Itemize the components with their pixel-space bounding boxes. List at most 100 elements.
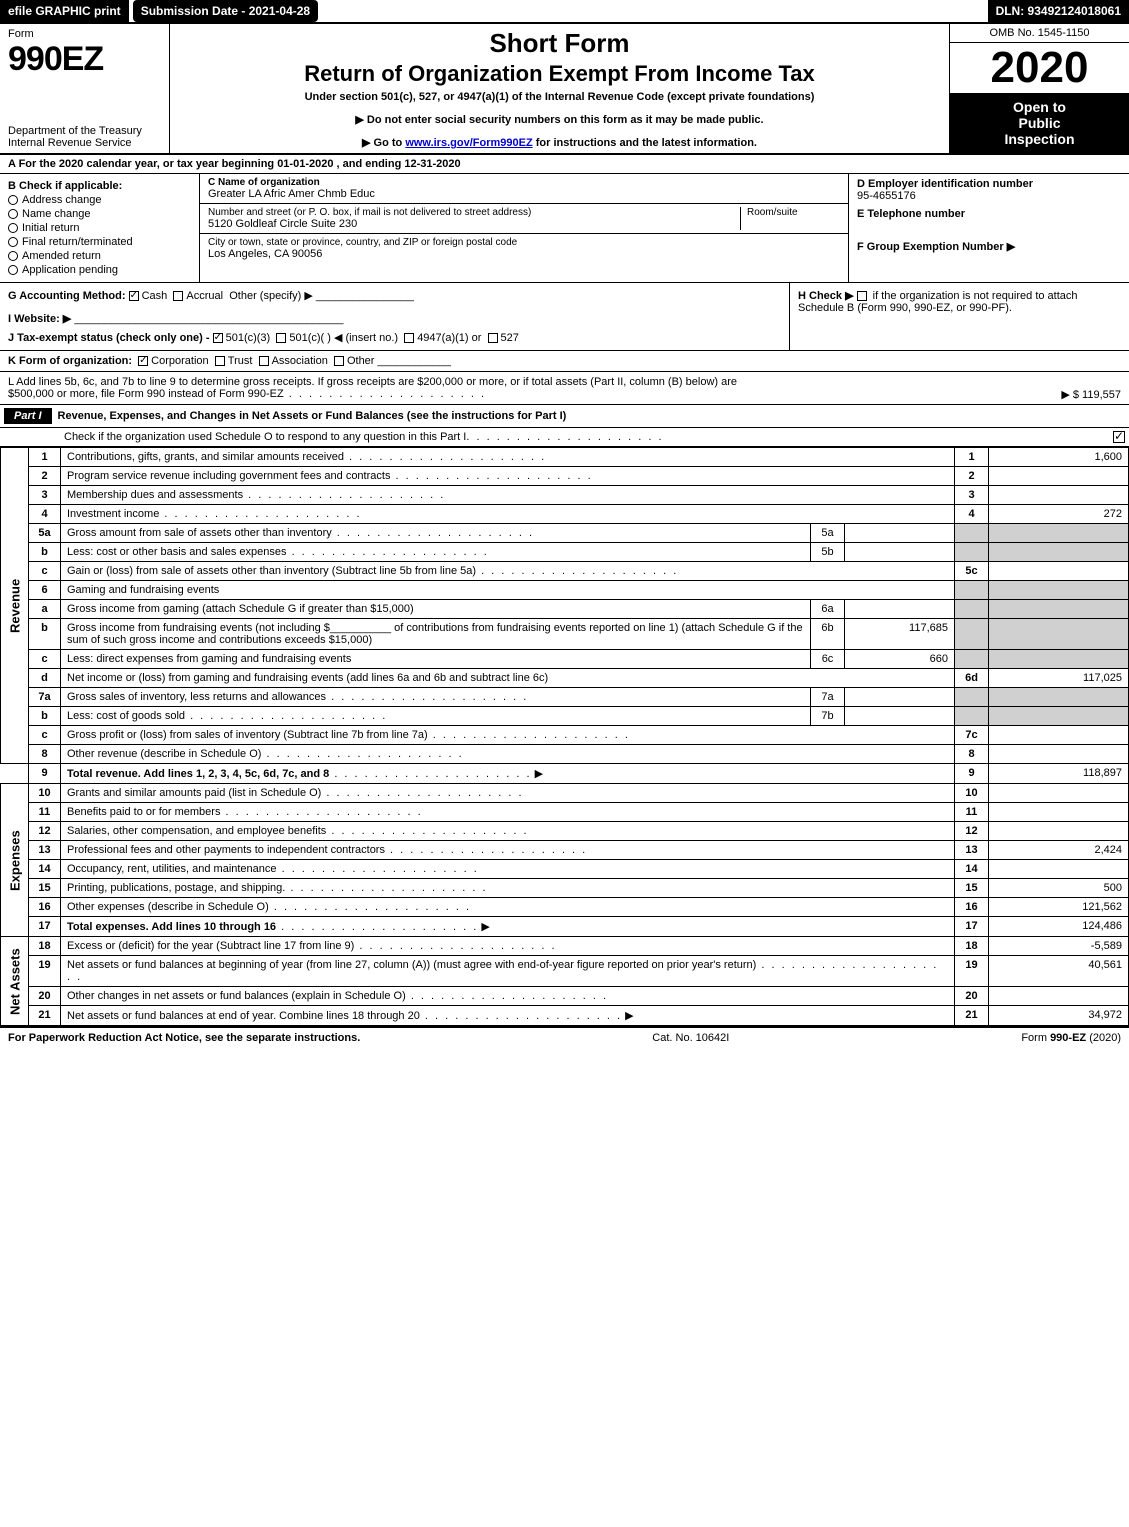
line-10-desc: Grants and similar amounts paid (list in… [67,787,524,799]
line-5c-no: c [29,562,61,581]
addr-label: Number and street (or P. O. box, if mail… [208,207,740,218]
open-line3: Inspection [954,131,1125,147]
line-14-val [989,860,1129,879]
header-center: Short Form Return of Organization Exempt… [170,24,949,153]
header-left: Form 990EZ Department of the Treasury In… [0,24,170,153]
efile-graphic-print[interactable]: efile GRAPHIC print [0,0,129,22]
line-5c-num: 5c [955,562,989,581]
line-6b-desc: Gross income from fundraising events (no… [61,619,811,650]
line-6b-no: b [29,619,61,650]
line-17-num: 17 [955,917,989,937]
h-checkbox[interactable] [857,291,867,301]
line-6-desc: Gaming and fundraising events [61,581,955,600]
line-12-num: 12 [955,822,989,841]
accrual-checkbox[interactable] [173,291,183,301]
line-11-no: 11 [29,803,61,822]
line-1-num: 1 [955,448,989,467]
501c3-checkbox[interactable] [213,333,223,343]
line-6-no: 6 [29,581,61,600]
irs: Internal Revenue Service [8,137,161,149]
org-info: C Name of organization Greater LA Afric … [200,174,849,282]
row-g-h: G Accounting Method: Cash Accrual Other … [0,283,1129,351]
line-2-num: 2 [955,467,989,486]
row-l: L Add lines 5b, 6c, and 7b to line 9 to … [0,372,1129,405]
k-association[interactable] [259,356,269,366]
city-state-zip: Los Angeles, CA 90056 [208,248,840,260]
line-20-desc: Other changes in net assets or fund bala… [67,990,608,1002]
line-6d-val: 117,025 [989,669,1129,688]
line-13-num: 13 [955,841,989,860]
opt-application-pending[interactable]: Application pending [8,264,191,276]
line-8-no: 8 [29,745,61,764]
e-label: E Telephone number [857,208,1121,220]
subtitle: Under section 501(c), 527, or 4947(a)(1)… [178,91,941,103]
line-7c-val [989,726,1129,745]
line-4-no: 4 [29,505,61,524]
line-1-val: 1,600 [989,448,1129,467]
line-8-val [989,745,1129,764]
opt-amended-return[interactable]: Amended return [8,250,191,262]
501c-checkbox[interactable] [276,333,286,343]
opt-address-change[interactable]: Address change [8,194,191,206]
line-21-val: 34,972 [989,1006,1129,1026]
opt-initial-return[interactable]: Initial return [8,222,191,234]
line-1-desc: Contributions, gifts, grants, and simila… [67,451,546,463]
schedule-o-checkbox[interactable] [1113,431,1125,443]
line-5a-sub: 5a [811,524,845,543]
line-19-no: 19 [29,956,61,987]
4947-checkbox[interactable] [404,333,414,343]
line-5c-val [989,562,1129,581]
opt-name-change[interactable]: Name change [8,208,191,220]
line-1-no: 1 [29,448,61,467]
ein: 95-4655176 [857,190,1121,202]
line-17-val: 124,486 [989,917,1129,937]
line-6d-desc: Net income or (loss) from gaming and fun… [61,669,955,688]
goto-post: for instructions and the latest informat… [533,137,757,149]
part1-header: Part I Revenue, Expenses, and Changes in… [0,405,1129,428]
cash-checkbox[interactable] [129,291,139,301]
line-7b-no: b [29,707,61,726]
ssn-warning: ▶ Do not enter social security numbers o… [178,113,941,126]
line-15-val: 500 [989,879,1129,898]
line-3-num: 3 [955,486,989,505]
line-3-no: 3 [29,486,61,505]
expenses-vlabel: Expenses [1,784,29,937]
line-20-val [989,987,1129,1006]
submission-date: Submission Date - 2021-04-28 [133,0,318,22]
line-5b-no: b [29,543,61,562]
line-2-no: 2 [29,467,61,486]
section-b: B Check if applicable: Address change Na… [0,174,1129,283]
line-a: A For the 2020 calendar year, or tax yea… [0,155,1129,174]
form-number: 990EZ [8,40,161,79]
k-other[interactable] [334,356,344,366]
line-16-num: 16 [955,898,989,917]
line-16-no: 16 [29,898,61,917]
k-corporation[interactable] [138,356,148,366]
line-7c-num: 7c [955,726,989,745]
line-6b-subval: 117,685 [845,619,955,650]
irs-link[interactable]: www.irs.gov/Form990EZ [405,137,532,149]
line-11-desc: Benefits paid to or for members [67,806,423,818]
line-5b-desc: Less: cost or other basis and sales expe… [67,546,489,558]
line-6a-no: a [29,600,61,619]
revenue-vlabel: Revenue [1,448,29,764]
line-17-desc: Total expenses. Add lines 10 through 16 [67,921,276,933]
line-7b-sub: 7b [811,707,845,726]
527-checkbox[interactable] [488,333,498,343]
org-name: Greater LA Afric Amer Chmb Educ [208,188,840,200]
return-title: Return of Organization Exempt From Incom… [178,61,941,87]
line-6d-no: d [29,669,61,688]
open-to-public: Open to Public Inspection [950,93,1129,153]
opt-final-return[interactable]: Final return/terminated [8,236,191,248]
line-5c-desc: Gain or (loss) from sale of assets other… [67,565,678,577]
line-16-desc: Other expenses (describe in Schedule O) [67,901,471,913]
short-form-title: Short Form [178,28,941,59]
k-trust[interactable] [215,356,225,366]
form-label: Form [8,28,161,40]
b-title: B Check if applicable: [8,180,191,192]
line-4-desc: Investment income [67,508,362,520]
line-5a-desc: Gross amount from sale of assets other t… [67,527,534,539]
city-label: City or town, state or province, country… [208,237,840,248]
line-20-no: 20 [29,987,61,1006]
cat-no: Cat. No. 10642I [652,1032,729,1044]
